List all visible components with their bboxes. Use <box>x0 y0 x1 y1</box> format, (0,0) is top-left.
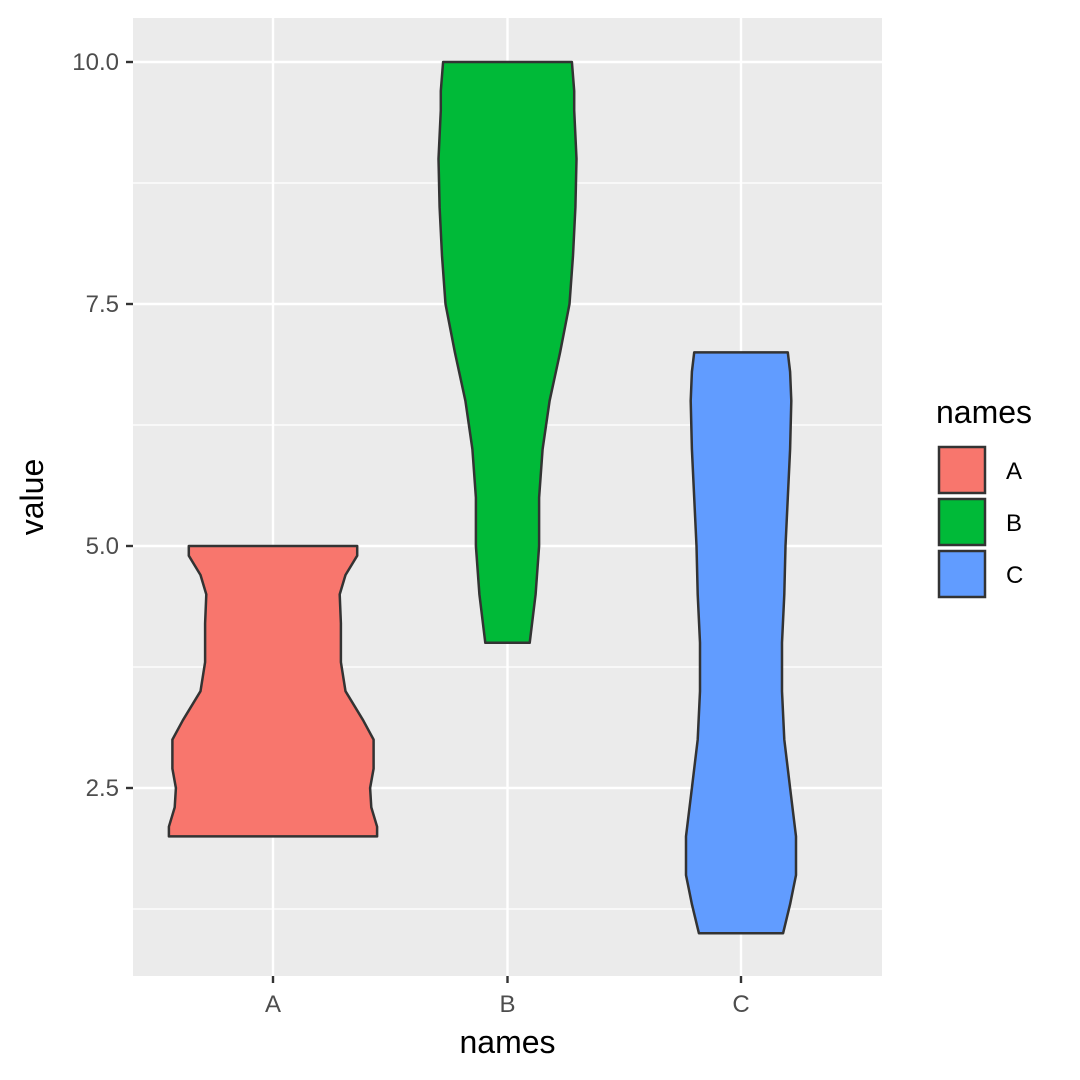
legend-title: names <box>936 394 1032 430</box>
x-axis-title: names <box>459 1024 555 1060</box>
x-tick-label-C: C <box>732 991 749 1018</box>
legend-key-C <box>937 549 987 599</box>
violin-C <box>684 351 798 935</box>
legend-label-B: B <box>1006 510 1022 537</box>
legend-label-A: A <box>1006 458 1022 485</box>
violin-B <box>437 60 578 645</box>
x-axis: A B C <box>265 976 750 1018</box>
legend: names ABC <box>936 394 1032 599</box>
legend-key-B <box>937 497 987 547</box>
y-axis: 2.5 5.0 7.5 10.0 <box>72 49 133 802</box>
y-axis-title: value <box>14 459 50 536</box>
y-tick-label-1: 5.0 <box>86 533 119 560</box>
y-tick-label-0: 2.5 <box>86 775 119 802</box>
legend-label-C: C <box>1006 562 1023 589</box>
y-tick-label-2: 7.5 <box>86 291 119 318</box>
legend-key-A <box>937 445 987 495</box>
y-tick-label-3: 10.0 <box>72 49 119 76</box>
violins <box>167 60 798 935</box>
x-tick-label-B: B <box>499 991 515 1018</box>
violin-A <box>167 544 379 838</box>
x-tick-label-A: A <box>265 991 281 1018</box>
